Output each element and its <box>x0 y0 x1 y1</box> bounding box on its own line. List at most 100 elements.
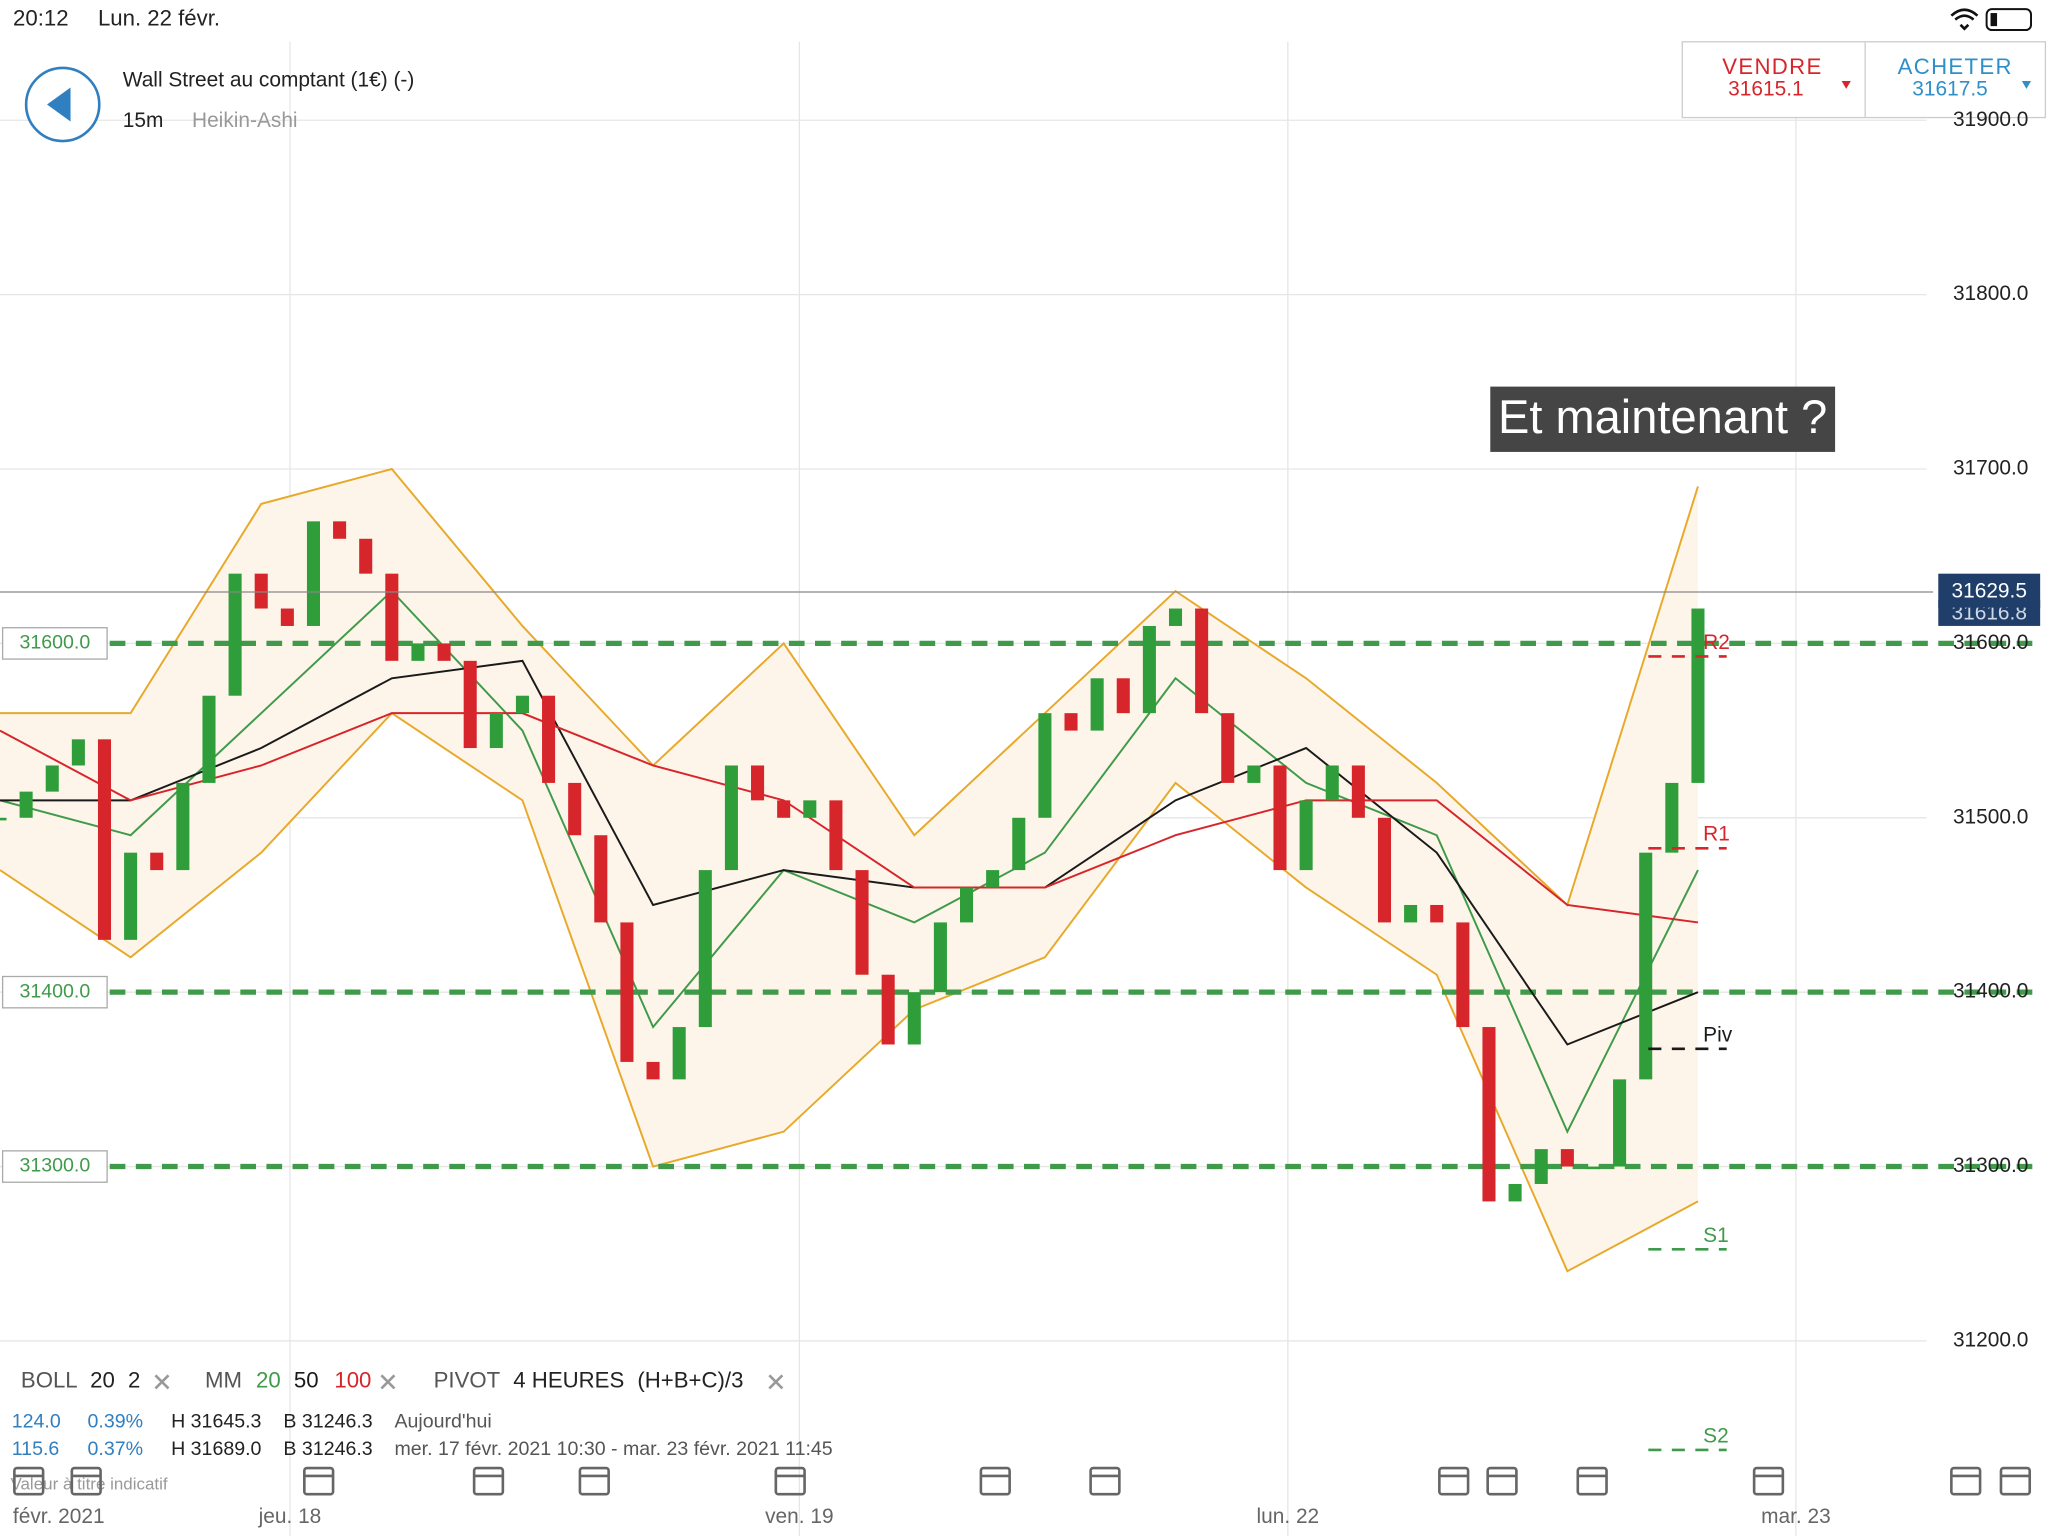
pivot-label: PIVOT <box>434 1368 501 1393</box>
candle <box>228 573 242 696</box>
candle <box>1168 608 1183 626</box>
candle <box>1691 608 1705 783</box>
candle <box>1377 817 1392 923</box>
status-time: 20:12 <box>13 5 69 30</box>
candle <box>1586 1166 1600 1170</box>
candle <box>960 887 974 923</box>
pivot-label: R1 <box>1703 823 1730 846</box>
calendar-icon[interactable] <box>303 1466 335 1496</box>
calendar-body <box>578 1466 610 1496</box>
calendar-icon[interactable] <box>1752 1466 1785 1496</box>
calendar-body <box>1752 1466 1785 1496</box>
candle <box>411 643 425 661</box>
sell-price[interactable]: 31615.1 <box>1728 78 1803 101</box>
band-fill <box>0 469 1698 1272</box>
calendar-icon[interactable] <box>578 1466 610 1496</box>
y-tick-label: 31900.0 <box>1953 108 2028 131</box>
candle <box>646 1061 660 1080</box>
mm-100: 100 <box>334 1368 371 1393</box>
calendar-icon[interactable] <box>70 1466 102 1496</box>
x-tick-label: jeu. 18 <box>258 1505 322 1528</box>
last-price-label: 31629.5 <box>1951 579 2026 602</box>
back-button[interactable] <box>24 66 101 143</box>
stat-percent: 0.37% <box>88 1438 144 1460</box>
y-tick-label: 31300.0 <box>1953 1154 2028 1177</box>
level-tag <box>1 975 108 1009</box>
moving-average <box>0 712 1699 924</box>
candle <box>777 800 791 818</box>
calendar-body <box>13 1466 45 1496</box>
stat-range: 124.0 <box>12 1411 61 1433</box>
chart-style[interactable]: Heikin-Ashi <box>192 109 298 132</box>
pivot-label: R2 <box>1703 631 1730 654</box>
candle <box>1456 922 1470 1028</box>
calendar-body <box>1486 1466 1518 1496</box>
calendar-icon[interactable] <box>1438 1466 1470 1496</box>
calendar-icon[interactable] <box>1999 1466 2032 1496</box>
candle <box>97 739 112 940</box>
bollinger-lower <box>0 711 1699 1273</box>
candle <box>71 739 85 766</box>
y-tick-label: 31400.0 <box>1953 980 2028 1003</box>
candle <box>1038 713 1052 818</box>
stat-low: B 31246.3 <box>283 1411 372 1433</box>
candle <box>1221 713 1235 783</box>
buy-price[interactable]: 31617.5 <box>1912 78 1987 101</box>
calendar-body <box>979 1466 1011 1496</box>
disclaimer: Valeur à titre indicatif <box>10 1475 167 1494</box>
candle <box>385 573 399 661</box>
level-label: 31600.0 <box>19 632 90 654</box>
calendar-icon[interactable] <box>1486 1466 1518 1496</box>
moving-average <box>0 659 1699 1046</box>
calendar-body <box>70 1466 102 1496</box>
candle <box>0 817 7 821</box>
x-tick-label: mar. 23 <box>1761 1505 1831 1528</box>
candle <box>150 852 164 871</box>
calendar-icon[interactable] <box>13 1466 45 1496</box>
stat-period: Aujourd'hui <box>394 1411 491 1433</box>
calendar-body <box>1950 1466 1982 1496</box>
calendar-icon[interactable] <box>1950 1466 1982 1496</box>
candle <box>1299 800 1313 871</box>
level-label: 31300.0 <box>19 1155 90 1177</box>
candle <box>907 992 921 1045</box>
level-tag <box>1 1150 108 1183</box>
x-tick-label: févr. 2021 <box>13 1505 105 1528</box>
candle <box>1613 1079 1627 1167</box>
sell-label[interactable]: VENDRE <box>1722 54 1822 79</box>
candle <box>1090 678 1104 731</box>
candle <box>1665 782 1679 853</box>
calendar-icon[interactable] <box>979 1466 1011 1496</box>
calendar-icon[interactable] <box>774 1466 806 1496</box>
boll-period: 20 <box>90 1368 115 1393</box>
calendar-body <box>1576 1466 1608 1496</box>
status-date: Lun. 22 févr. <box>98 5 220 30</box>
moving-average <box>0 589 1699 1134</box>
calendar-icon[interactable] <box>472 1466 505 1496</box>
status-icons <box>1950 8 2032 32</box>
buy-label[interactable]: ACHETER <box>1898 54 2013 79</box>
remove-icons[interactable] <box>154 1374 784 1390</box>
candle <box>1273 765 1287 871</box>
calendar-icon[interactable] <box>1089 1466 1121 1496</box>
candle <box>1247 765 1261 783</box>
candle <box>306 521 320 626</box>
candle <box>19 791 33 818</box>
candle <box>1195 608 1209 714</box>
boll-label: BOLL <box>21 1368 78 1393</box>
y-tick-label: 31700.0 <box>1953 457 2028 480</box>
stat-low: B 31246.3 <box>283 1438 372 1460</box>
x-tick-label: ven. 19 <box>765 1505 833 1528</box>
candle <box>280 608 294 626</box>
event-icons[interactable] <box>13 1466 2032 1496</box>
timeframe[interactable]: 15m <box>123 109 164 132</box>
y-tick-label: 31500.0 <box>1953 805 2028 828</box>
instrument-name: Wall Street au comptant (1€) (-) <box>123 68 415 91</box>
trade-buttons <box>1681 41 2047 119</box>
candle <box>333 521 347 539</box>
stat-period: mer. 17 févr. 2021 10:30 - mar. 23 févr.… <box>394 1438 832 1460</box>
calendar-body <box>303 1466 335 1496</box>
candle <box>724 765 738 871</box>
calendar-icon[interactable] <box>1576 1466 1608 1496</box>
